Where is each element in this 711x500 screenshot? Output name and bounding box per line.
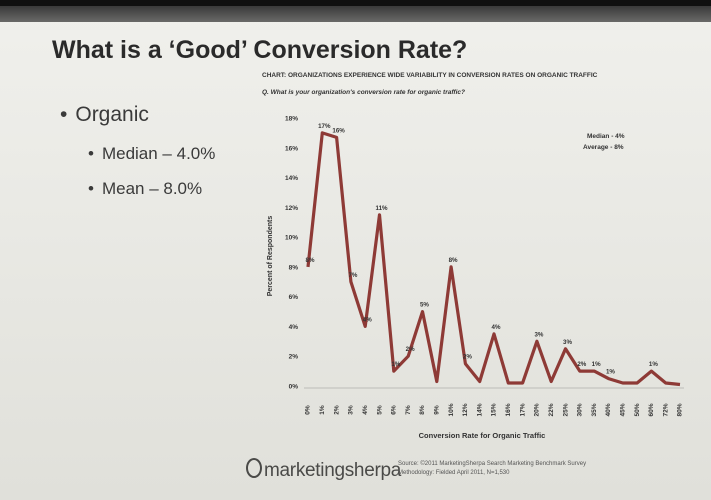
x-tick-label: 60% (648, 403, 655, 416)
x-tick-label: 40% (605, 403, 612, 416)
bullet-organic: • Organic (60, 103, 149, 127)
data-label: 2% (406, 346, 415, 353)
x-tick-label: 30% (577, 403, 584, 416)
x-tick-label: 0% (305, 405, 312, 415)
x-tick-label: 12% (462, 403, 469, 416)
y-tick-label: 12% (285, 205, 298, 212)
y-tick-label: 2% (289, 354, 299, 361)
x-tick-label: 6% (391, 405, 398, 415)
source-note: Source: ©2011 MarketingSherpa Search Mar… (398, 460, 586, 478)
x-tick-label: 22% (548, 403, 555, 416)
x-tick-label: 20% (534, 403, 541, 416)
slide-title: What is a ‘Good’ Conversion Rate? (52, 36, 468, 64)
x-tick-label: 45% (619, 403, 626, 416)
data-label: 17% (318, 123, 331, 130)
x-tick-label: 8% (419, 405, 426, 415)
bullet-median-label: Median – 4.0% (101, 144, 216, 163)
data-label: 3% (563, 339, 572, 346)
x-tick-label: 5% (376, 405, 383, 415)
data-label: 7% (348, 272, 357, 279)
data-label: 1% (606, 369, 615, 376)
data-label: 8% (449, 257, 458, 264)
y-axis-label: Percent of Respondents (267, 216, 274, 297)
data-label: 1% (592, 361, 601, 368)
x-tick-label: 17% (519, 403, 526, 416)
x-tick-label: 72% (662, 403, 669, 416)
x-tick-label: 25% (562, 403, 569, 416)
slide: What is a ‘Good’ Conversion Rate? • Organ… (0, 6, 711, 500)
x-tick-label: 15% (491, 403, 498, 416)
bullet-dot-icon: • (60, 103, 68, 126)
y-tick-label: 14% (285, 175, 298, 182)
y-tick-label: 10% (285, 235, 298, 242)
bullet-median: • Median – 4.0% (88, 144, 215, 164)
y-tick-label: 6% (289, 294, 299, 301)
bullet-dot-icon: • (88, 144, 94, 163)
data-label: 4% (363, 316, 372, 323)
data-label: 11% (376, 205, 389, 212)
data-label: 1% (649, 361, 658, 368)
x-tick-label: 80% (677, 403, 684, 416)
chart-subtitle: Q. What is your organization's conversio… (262, 89, 465, 96)
data-label: 2% (463, 354, 472, 361)
x-tick-label: 50% (634, 403, 641, 416)
data-label: 3% (534, 331, 543, 338)
bullet-mean-label: Mean – 8.0% (101, 179, 203, 198)
slide-header-band (0, 6, 711, 22)
median-annotation: Median - 4% (587, 133, 625, 140)
marketingsherpa-logo: marketingsherpa (246, 458, 401, 482)
logo-text: marketingsherpa (264, 460, 402, 481)
source-line-1: Source: ©2011 MarketingSherpa Search Mar… (398, 461, 587, 467)
data-label: 8% (306, 257, 315, 264)
data-label: 5% (420, 302, 429, 309)
conversion-rate-chart: 0% 2% 4% 6% 8% 10% 12% 14% 16% 18% 0% 1% 2% 3% 4% 5% 6%… (267, 116, 684, 440)
logo-mark-icon (246, 458, 262, 478)
x-tick-label: 1% (319, 405, 326, 415)
bullet-organic-label: Organic (75, 103, 149, 126)
data-label: 4% (492, 324, 501, 331)
series-line (306, 131, 681, 387)
bullet-mean: • Mean – 8.0% (88, 179, 202, 199)
source-line-2: Methodology: Fielded April 2011, N=1,530 (398, 470, 510, 476)
data-label: 16% (332, 127, 345, 134)
x-tick-label: 14% (476, 403, 483, 416)
y-tick-label: 16% (285, 145, 298, 152)
x-tick-label: 2% (333, 405, 340, 415)
x-tick-label: 10% (448, 403, 455, 416)
x-tick-label: 3% (348, 405, 355, 415)
bullet-dot-icon: • (88, 179, 94, 198)
y-tick-label: 8% (289, 264, 299, 271)
average-annotation: Average - 8% (583, 144, 624, 151)
x-tick-label: 4% (362, 405, 369, 415)
y-tick-label: 0% (289, 384, 299, 391)
x-tick-label: 35% (591, 403, 598, 416)
y-tick-label: 18% (285, 116, 298, 123)
chart-title: CHART: ORGANIZATIONS EXPERIENCE WIDE VAR… (262, 72, 598, 79)
x-axis-label: Conversion Rate for Organic Traffic (419, 431, 546, 440)
y-tick-label: 4% (289, 324, 299, 331)
x-tick-label: 9% (433, 405, 440, 415)
data-label: 1% (391, 361, 400, 368)
x-tick-label: 7% (405, 405, 412, 415)
x-tick-label: 16% (505, 403, 512, 416)
data-label: 2% (577, 361, 586, 368)
